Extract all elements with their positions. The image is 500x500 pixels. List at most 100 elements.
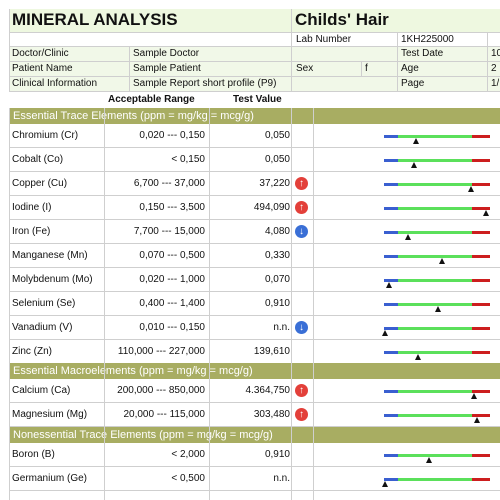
value-marker [410, 162, 417, 168]
test-date-label: Test Date [401, 48, 444, 59]
range-bar-high [472, 231, 490, 234]
acceptable-range: 7,700 --- 15,000 [133, 226, 205, 237]
acceptable-range: 0,070 --- 0,500 [139, 250, 205, 261]
section-header: Nonessential Trace Elements (ppm = mg/kg… [9, 427, 500, 443]
value-marker [382, 330, 389, 336]
range-bar-normal [398, 183, 472, 186]
page-label: Page [401, 78, 425, 89]
column-divider [313, 108, 314, 500]
test-value: n.n. [273, 473, 290, 484]
element-name: Copper (Cu) [12, 178, 68, 189]
value-marker [405, 234, 412, 240]
patient-label: Patient Name [12, 63, 73, 74]
element-name: Boron (B) [12, 449, 55, 460]
range-bar-low [384, 454, 398, 457]
range-bar-normal [398, 207, 472, 210]
value-marker [412, 138, 419, 144]
acceptable-range: 20,000 --- 115,000 [123, 409, 205, 420]
range-bar-normal [398, 135, 472, 138]
range-bar-normal [398, 159, 472, 162]
range-bar-high [472, 414, 490, 417]
acceptable-range: < 0,150 [171, 154, 205, 165]
range-bar-high [472, 454, 490, 457]
acceptable-range: 0,400 --- 1,400 [139, 298, 205, 309]
age-value: 2 [491, 63, 497, 74]
header-divider [487, 32, 488, 92]
element-name: Chromium (Cr) [12, 130, 79, 141]
test-value: 37,220 [259, 178, 290, 189]
range-bar-normal [398, 255, 472, 258]
range-bar-low [384, 279, 398, 282]
doctor-value: Sample Doctor [133, 48, 200, 59]
row-divider [9, 339, 500, 340]
range-bar-high [472, 279, 490, 282]
element-name: Magnesium (Mg) [12, 409, 88, 420]
acceptable-range: 0,010 --- 0,150 [139, 322, 205, 333]
clinical-value: Sample Report short profile (P9) [133, 78, 277, 89]
row-divider [9, 490, 500, 491]
acceptable-range: 0,020 --- 0,150 [139, 130, 205, 141]
range-bar-low [384, 183, 398, 186]
test-value: 0,910 [264, 298, 290, 309]
range-bar-normal [398, 279, 472, 282]
sex-value: f [365, 63, 368, 74]
element-name: Manganese (Mn) [12, 250, 88, 261]
row-divider [9, 171, 500, 172]
lab-number: 1KH225000 [401, 34, 454, 45]
arrow-down-icon: ↓ [295, 225, 308, 238]
arrow-up-icon: ↑ [295, 201, 308, 214]
arrow-down-icon: ↓ [295, 321, 308, 334]
element-name: Iodine (I) [12, 202, 52, 213]
header-divider [291, 9, 292, 92]
doctor-label: Doctor/Clinic [12, 48, 69, 59]
test-date: 10 [491, 48, 500, 59]
column-divider [291, 108, 292, 500]
range-bar-high [472, 135, 490, 138]
element-name: Vanadium (V) [12, 322, 73, 333]
element-name: Calcium (Ca) [12, 385, 71, 396]
range-bar-low [384, 159, 398, 162]
row-divider [9, 219, 500, 220]
range-bar-normal [398, 414, 472, 417]
column-header-value: Test Value [233, 94, 282, 105]
arrow-up-icon: ↑ [295, 384, 308, 397]
acceptable-range: 6,700 --- 37,000 [133, 178, 205, 189]
sample-type: Childs' Hair [295, 10, 389, 29]
test-value: 139,610 [253, 346, 290, 357]
header-divider [9, 9, 10, 92]
report-title: MINERAL ANALYSIS [12, 10, 178, 29]
row-divider [9, 426, 500, 427]
range-bar-high [472, 183, 490, 186]
test-value: 0,330 [264, 250, 290, 261]
range-bar-high [472, 351, 490, 354]
test-value: 494,090 [253, 202, 290, 213]
test-value: 4.364,750 [245, 385, 291, 396]
element-name: Iron (Fe) [12, 226, 51, 237]
value-marker [467, 186, 474, 192]
patient-value: Sample Patient [133, 63, 201, 74]
range-bar-normal [398, 390, 472, 393]
header-divider [9, 32, 500, 33]
info-row-bg [9, 46, 500, 92]
value-marker [435, 306, 442, 312]
test-value: 0,910 [264, 449, 290, 460]
acceptable-range: 0,020 --- 1,000 [139, 274, 205, 285]
range-bar-normal [398, 454, 472, 457]
range-bar-high [472, 303, 490, 306]
value-marker [482, 210, 489, 216]
lab-number-label: Lab Number [296, 34, 352, 45]
section-header: Essential Trace Elements (ppm = mg/kg = … [9, 108, 500, 124]
element-name: Germanium (Ge) [12, 473, 88, 484]
test-value: 0,050 [264, 130, 290, 141]
range-bar-low [384, 478, 398, 481]
value-marker [474, 417, 481, 423]
header-divider [9, 76, 500, 77]
value-marker [439, 258, 446, 264]
element-name: Selenium (Se) [12, 298, 76, 309]
header-divider [9, 91, 500, 92]
value-marker [414, 354, 421, 360]
column-divider [209, 108, 210, 500]
header-divider [129, 46, 130, 92]
range-bar-high [472, 255, 490, 258]
element-name: Zinc (Zn) [12, 346, 52, 357]
